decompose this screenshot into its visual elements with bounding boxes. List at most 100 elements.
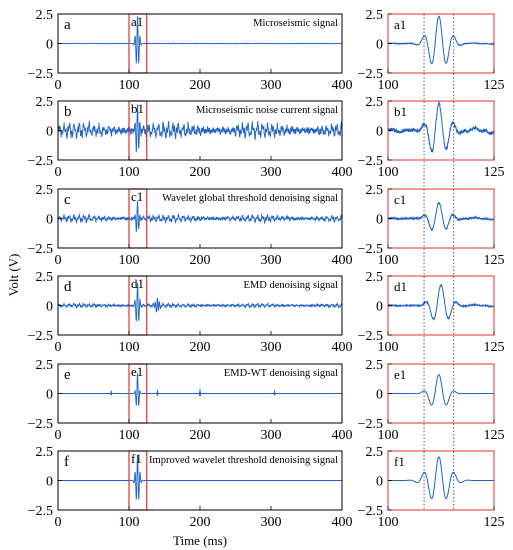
x-tick-label-e: 200 [190,428,211,443]
y-tick-label-d: −2.5 [28,329,53,344]
x-tick-label-e: 0 [55,428,62,443]
x-tick-label-e1: 125 [484,428,505,443]
x-tick-label-a: 300 [261,78,282,93]
x-tick-label-c1: 100 [378,253,399,268]
y-tick-label-d: 0 [46,300,53,315]
zoom-window-label-a: a1 [131,14,143,29]
panel-letter-a: a [64,17,71,33]
y-axis-title: Volt (V) [6,254,21,297]
x-tick-label-a: 100 [119,78,140,93]
x-tick-label-a: 400 [332,78,353,93]
y-tick-label-d1: −2.5 [358,329,383,344]
x-tick-label-f1: 125 [484,515,505,530]
y-tick-label-f1: 0 [376,475,383,490]
panel-letter-b: b [64,104,72,120]
x-tick-label-c1: 125 [484,253,505,268]
signal-line-d1 [388,283,494,321]
x-tick-label-f1: 100 [378,515,399,530]
zoom-window-label-f: f1 [131,451,142,466]
y-tick-label-f1: −2.5 [358,504,383,519]
x-tick-label-b: 400 [332,165,353,180]
y-tick-label-a1: −2.5 [358,67,383,82]
x-tick-label-d: 0 [55,340,62,355]
signal-line-d [58,283,342,322]
y-tick-label-a1: 0 [376,38,383,53]
x-tick-label-c: 200 [190,253,211,268]
panel-title-d: EMD denoising signal [244,280,339,291]
x-tick-label-c: 400 [332,253,353,268]
y-tick-label-f1: 2.5 [366,445,384,460]
y-tick-label-e1: −2.5 [358,417,383,432]
panel-letter-e: e [64,367,71,383]
signal-line-b1 [388,101,494,153]
x-tick-label-f: 400 [332,515,353,530]
guide-lines-group [423,14,455,510]
y-tick-label-f: 0 [46,475,53,490]
y-tick-label-b: −2.5 [28,154,53,169]
y-tick-label-e1: 0 [376,388,383,403]
x-tick-label-f: 200 [190,515,211,530]
x-tick-label-c: 100 [119,253,140,268]
panel-letter-f: f [64,454,69,470]
x-tick-label-b: 100 [119,165,140,180]
panel-letter-e1: e1 [394,367,406,382]
y-tick-label-b1: 0 [376,125,383,140]
panel-title-e: EMD-WT denoising signal [224,368,338,379]
x-tick-label-a1: 100 [378,78,399,93]
y-tick-label-d: 2.5 [36,270,54,285]
signal-line-f [58,455,342,500]
x-tick-label-d: 300 [261,340,282,355]
x-tick-label-f: 0 [55,515,62,530]
panel-letter-d1: d1 [394,279,407,294]
x-tick-label-a1: 125 [484,78,505,93]
y-tick-label-c1: 2.5 [366,183,384,198]
zoom-window-label-e: e1 [131,364,143,379]
y-tick-label-a: −2.5 [28,67,53,82]
panel-letter-c1: c1 [394,192,406,207]
x-tick-label-d1: 100 [378,340,399,355]
signal-line-b [58,104,342,153]
panel-letter-b1: b1 [394,104,407,119]
y-tick-label-a: 0 [46,38,53,53]
x-axis-title: Time (ms) [173,533,227,548]
panel-title-b: Microseismic noise current signal [196,105,338,116]
y-tick-label-c1: 0 [376,213,383,228]
y-tick-label-e: 2.5 [36,358,54,373]
panel-letter-c: c [64,192,71,208]
signal-line-e1 [388,374,494,406]
x-tick-label-f: 300 [261,515,282,530]
x-tick-label-b: 200 [190,165,211,180]
x-tick-label-e: 100 [119,428,140,443]
x-tick-label-e: 300 [261,428,282,443]
x-tick-label-e: 400 [332,428,353,443]
y-tick-label-c: 0 [46,213,53,228]
y-tick-label-d1: 0 [376,300,383,315]
zoom-window-label-c: c1 [131,189,143,204]
panel-letter-d: d [64,279,72,295]
signal-line-e [58,373,342,406]
y-tick-label-c1: −2.5 [358,242,383,257]
signal-line-c1 [388,201,494,232]
x-tick-label-f: 100 [119,515,140,530]
y-tick-label-f: −2.5 [28,504,53,519]
y-tick-label-b1: −2.5 [358,154,383,169]
signal-line-f1 [388,456,494,500]
panel-letter-f1: f1 [394,454,405,469]
x-tick-label-e1: 100 [378,428,399,443]
x-tick-label-c: 0 [55,253,62,268]
y-tick-label-f: 2.5 [36,445,54,460]
y-tick-label-c: 2.5 [36,183,54,198]
x-tick-label-b: 300 [261,165,282,180]
